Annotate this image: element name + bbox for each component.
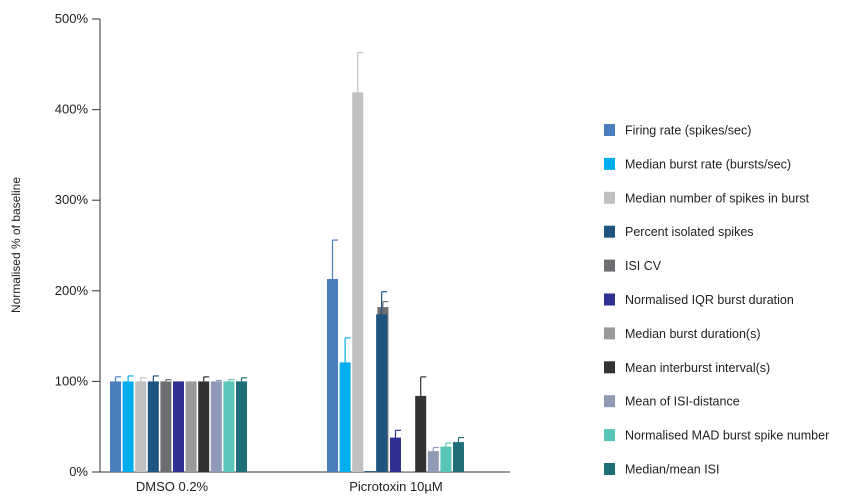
bar bbox=[236, 381, 247, 472]
bar bbox=[185, 381, 197, 472]
legend-swatch bbox=[604, 293, 615, 306]
legend-swatch bbox=[604, 191, 615, 204]
legend-label: ISI CV bbox=[625, 259, 662, 273]
y-axis-label: Normalised % of baseline bbox=[9, 177, 23, 313]
y-axis: 0% 100% 200% 300% 400% 500% bbox=[55, 11, 101, 479]
bar bbox=[402, 471, 414, 472]
bar bbox=[122, 381, 134, 472]
bar bbox=[110, 381, 121, 472]
bar bbox=[339, 362, 351, 472]
legend-swatch bbox=[604, 157, 615, 170]
legend-label: Normalised IQR burst duration bbox=[625, 293, 794, 307]
bar bbox=[135, 381, 147, 472]
bar bbox=[210, 381, 222, 472]
bar bbox=[427, 451, 439, 472]
legend-swatch bbox=[604, 429, 615, 442]
x-axis: DMSO 0.2% Picrotoxin 10µM bbox=[100, 471, 510, 494]
x-tick-label: DMSO 0.2% bbox=[136, 479, 209, 494]
bar bbox=[327, 279, 338, 472]
y-tick-label: 300% bbox=[55, 192, 89, 207]
bar bbox=[173, 381, 184, 472]
legend-swatch bbox=[604, 361, 615, 374]
legend-label: Firing rate (spikes/sec) bbox=[625, 124, 751, 138]
bar bbox=[223, 381, 235, 472]
legend-label: Mean of ISI-distance bbox=[625, 395, 740, 409]
y-tick-label: 400% bbox=[55, 102, 89, 117]
legend-label: Percent isolated spikes bbox=[625, 225, 754, 239]
bar bbox=[364, 471, 376, 472]
y-tick-label: 0% bbox=[69, 464, 88, 479]
bar bbox=[453, 442, 464, 472]
bar bbox=[376, 314, 388, 472]
legend-swatch bbox=[604, 327, 615, 340]
legend-swatch bbox=[604, 225, 615, 238]
bar bbox=[390, 437, 401, 472]
bar bbox=[198, 381, 210, 472]
legend-label: Median burst duration(s) bbox=[625, 327, 760, 341]
y-tick-label: 500% bbox=[55, 11, 89, 26]
legend-label: Normalised MAD burst spike number bbox=[625, 429, 829, 443]
bar bbox=[415, 395, 427, 472]
legend-label: Median burst rate (bursts/sec) bbox=[625, 157, 791, 171]
bar bbox=[352, 92, 364, 473]
legend-label: Mean interburst interval(s) bbox=[625, 361, 770, 375]
bar bbox=[440, 446, 452, 472]
legend: Firing rate (spikes/sec) Median burst rat… bbox=[604, 124, 829, 477]
error-bars bbox=[114, 51, 464, 452]
legend-swatch bbox=[604, 463, 615, 475]
legend-label: Median/mean ISI bbox=[625, 463, 720, 477]
x-tick-label: Picrotoxin 10µM bbox=[349, 479, 442, 494]
bar bbox=[147, 381, 159, 472]
y-tick-label: 200% bbox=[55, 283, 89, 298]
bars bbox=[110, 92, 464, 473]
legend-swatch bbox=[604, 259, 615, 272]
y-tick-label: 100% bbox=[55, 373, 89, 388]
legend-label: Median number of spikes in burst bbox=[625, 191, 810, 205]
bar bbox=[160, 381, 172, 472]
legend-swatch bbox=[604, 395, 615, 408]
legend-swatch bbox=[604, 124, 615, 136]
